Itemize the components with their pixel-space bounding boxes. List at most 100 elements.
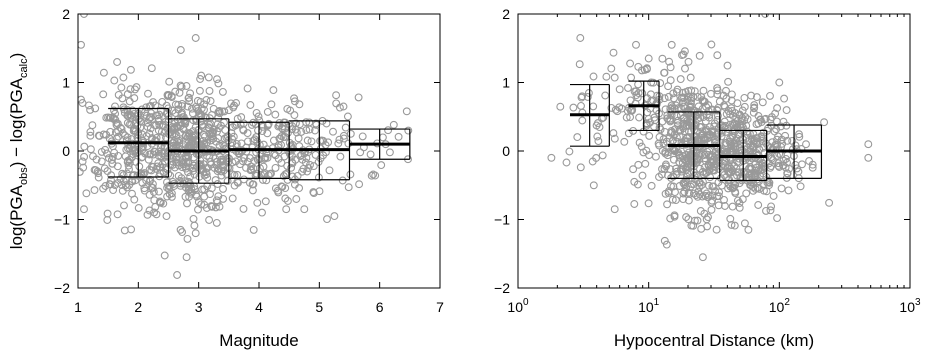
scatter-point xyxy=(575,60,584,69)
scatter-point xyxy=(196,75,205,83)
scatter-point xyxy=(758,158,767,167)
scatter-point xyxy=(742,189,751,198)
scatter-point xyxy=(690,216,699,225)
scatter-point xyxy=(661,189,670,198)
scatter-point xyxy=(147,64,156,73)
scatter-point xyxy=(694,102,703,111)
scatter-point xyxy=(402,107,411,116)
scatter-point xyxy=(692,191,701,200)
scatter-point xyxy=(721,141,730,150)
scatter-point xyxy=(186,187,195,196)
scatter-point xyxy=(182,82,191,90)
scatter-point xyxy=(796,182,805,191)
scatter-point xyxy=(720,171,729,179)
scatter-point xyxy=(111,115,120,124)
scatter-point xyxy=(292,128,301,137)
scatter-point xyxy=(176,46,185,54)
scatter-point xyxy=(355,180,364,189)
x-tick-label: 4 xyxy=(255,299,263,315)
scatter-point xyxy=(556,102,565,111)
scatter-point xyxy=(655,133,664,141)
scatter-point xyxy=(737,121,746,130)
bin-errorbar xyxy=(349,128,411,160)
scatter-point xyxy=(674,148,683,157)
scatter-point xyxy=(344,183,353,192)
scatter-point xyxy=(771,140,780,149)
scatter-point xyxy=(95,131,104,140)
scatter-point xyxy=(184,168,192,177)
scatter-point xyxy=(644,199,653,208)
scatter-point xyxy=(672,112,681,121)
bin-errorbar xyxy=(289,120,351,181)
scatter-point xyxy=(713,84,722,93)
scatter-point xyxy=(577,101,585,110)
scatter-point xyxy=(610,134,619,143)
scatter-point xyxy=(155,120,164,129)
scatter-point xyxy=(297,127,306,136)
scatter-point xyxy=(735,203,744,212)
scatter-point xyxy=(173,123,182,131)
scatter-point xyxy=(114,151,123,160)
scatter-point xyxy=(716,121,725,129)
scatter-point xyxy=(224,163,232,172)
scatter-point xyxy=(727,104,736,113)
scatter-point xyxy=(735,179,744,188)
scatter-point xyxy=(647,78,656,87)
scatter-point xyxy=(722,110,731,118)
scatter-point xyxy=(171,87,180,96)
scatter-point xyxy=(686,73,695,82)
scatter-point xyxy=(80,205,88,214)
scatter-point xyxy=(642,146,651,155)
scatter-point xyxy=(699,86,708,95)
scatter-point xyxy=(701,126,710,135)
scatter-point xyxy=(651,152,660,161)
scatter-point xyxy=(780,94,789,103)
scatter-point xyxy=(190,221,199,230)
scatter-point xyxy=(343,112,352,121)
scatter-point xyxy=(679,189,688,198)
scatter-point xyxy=(613,107,622,116)
scatter-point xyxy=(173,271,182,279)
scatter-point xyxy=(747,91,756,100)
scatter-point xyxy=(302,118,311,127)
scatter-point xyxy=(338,176,347,185)
scatter-point xyxy=(280,152,289,161)
y-tick-label: −1 xyxy=(494,212,510,228)
scatter-point xyxy=(156,198,165,207)
scatter-point xyxy=(385,148,394,157)
scatter-point xyxy=(727,220,736,229)
scatter-point xyxy=(726,182,735,191)
scatter-point xyxy=(820,118,829,127)
scatter-point xyxy=(247,165,256,174)
scatter-point xyxy=(258,208,266,217)
scatter-point xyxy=(206,190,214,199)
scatter-point xyxy=(250,135,259,144)
scatter-point xyxy=(727,96,736,105)
scatter-point xyxy=(595,123,604,132)
scatter-point xyxy=(143,210,152,219)
scatter-point xyxy=(243,84,252,93)
scatter-point xyxy=(193,96,202,105)
scatter-point xyxy=(202,164,211,173)
scatter-point xyxy=(369,170,378,179)
scatter-point xyxy=(688,115,697,124)
scatter-point xyxy=(180,177,189,186)
y-tick-label: 2 xyxy=(62,6,70,22)
scatter-point xyxy=(86,131,95,140)
scatter-point xyxy=(700,163,709,172)
scatter-point xyxy=(314,158,323,166)
scatter-point xyxy=(760,115,769,124)
scatter-point xyxy=(130,94,139,103)
scatter-point xyxy=(200,100,209,109)
scatter-point xyxy=(199,148,208,157)
right-x-axis-label: Hypocentral Distance (km) xyxy=(614,331,814,350)
scatter-point xyxy=(172,153,181,162)
scatter-point xyxy=(218,87,227,96)
bin-errorbar xyxy=(569,83,610,147)
scatter-point xyxy=(264,119,273,128)
scatter-point xyxy=(221,126,230,134)
scatter-point xyxy=(116,174,125,183)
scatter-point xyxy=(687,157,696,166)
scatter-point xyxy=(704,213,712,222)
